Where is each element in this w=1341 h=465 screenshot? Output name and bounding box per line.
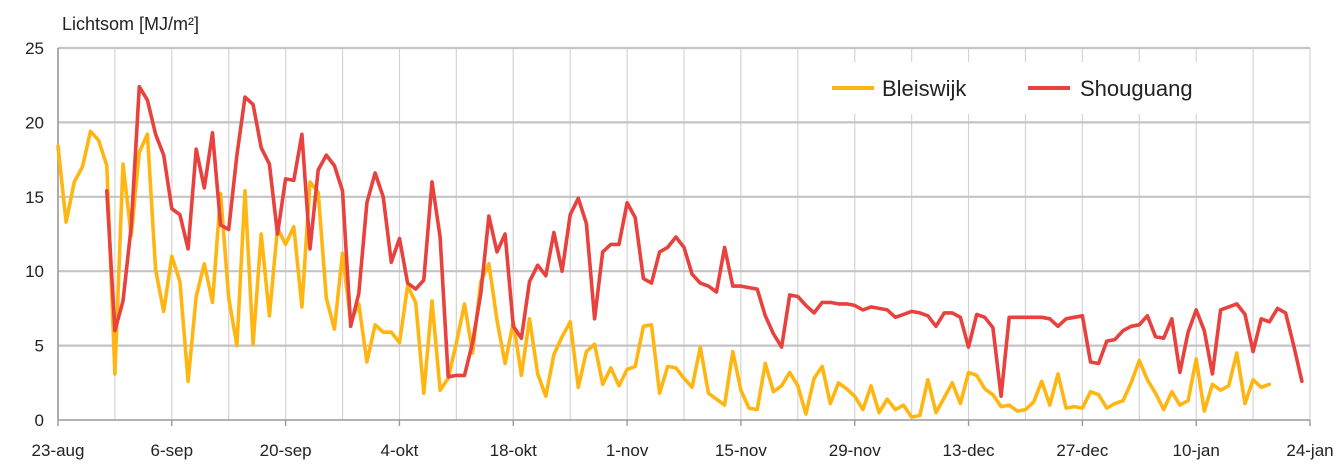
x-tick-label: 18-okt bbox=[490, 441, 538, 460]
y-axis-label: Lichtsom [MJ/m²] bbox=[62, 14, 199, 34]
x-tick-label: 4-okt bbox=[381, 441, 419, 460]
y-tick-label: 20 bbox=[25, 113, 44, 132]
x-tick-label: 24-jan bbox=[1286, 441, 1333, 460]
x-tick-label: 27-dec bbox=[1056, 441, 1108, 460]
series-line-shouguang bbox=[105, 84, 1304, 399]
legend: Bleiswijk Shouguang bbox=[810, 62, 1250, 114]
series-lines bbox=[56, 84, 1304, 419]
y-tick-label: 0 bbox=[35, 411, 44, 430]
series-line-bleiswijk bbox=[56, 129, 1272, 419]
x-tick-label: 15-nov bbox=[715, 441, 767, 460]
y-tick-label: 5 bbox=[35, 337, 44, 356]
y-tick-labels: 0 5 10 15 20 25 bbox=[25, 39, 44, 430]
x-tick-label: 23-aug bbox=[32, 441, 85, 460]
gridlines bbox=[57, 46, 1311, 421]
y-tick-label: 15 bbox=[25, 188, 44, 207]
y-tick-label: 10 bbox=[25, 262, 44, 281]
x-tick-label: 13-dec bbox=[943, 441, 995, 460]
x-tick-labels: 23-aug 6-sep 20-sep 4-okt 18-okt 1-nov 15-nov 2… bbox=[32, 420, 1334, 460]
legend-label-shouguang: Shouguang bbox=[1080, 76, 1193, 101]
x-tick-label: 1-nov bbox=[606, 441, 649, 460]
x-tick-label: 10-jan bbox=[1173, 441, 1220, 460]
y-tick-label: 25 bbox=[25, 39, 44, 58]
legend-label-bleiswijk: Bleiswijk bbox=[882, 76, 967, 101]
x-tick-label: 6-sep bbox=[151, 441, 194, 460]
x-tick-label: 20-sep bbox=[260, 441, 312, 460]
x-tick-label: 29-nov bbox=[829, 441, 881, 460]
